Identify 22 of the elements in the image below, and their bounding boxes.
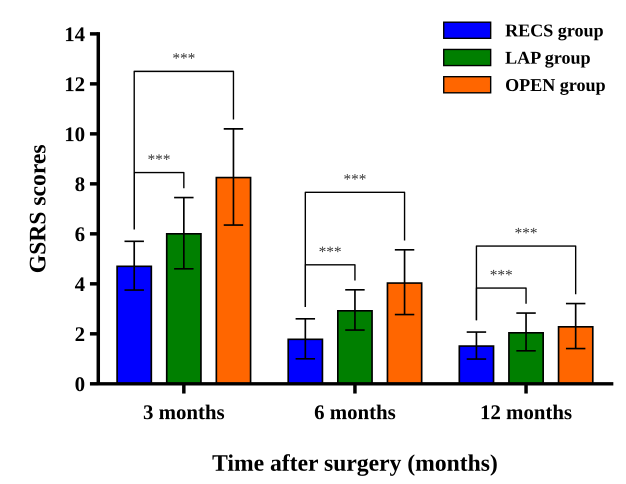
y-axis-title: GSRS scores xyxy=(30,145,46,272)
y-tick-label: 12 xyxy=(66,77,84,92)
y-tick-label: 0 xyxy=(75,377,84,392)
y-tick-label: 14 xyxy=(66,27,85,42)
y-tick-label: 10 xyxy=(66,127,84,142)
y-tick-label: 2 xyxy=(76,327,84,342)
x-axis-title: Time after surgery (months) xyxy=(212,454,497,476)
annotation: *** xyxy=(319,246,341,252)
y-tick-label: 4 xyxy=(74,277,85,292)
annotation: *** xyxy=(173,53,195,59)
y-tick-label: 6 xyxy=(75,227,84,242)
legend-label: RECS group xyxy=(505,24,603,40)
legend-label: OPEN group xyxy=(506,79,605,95)
annotation: *** xyxy=(515,228,537,234)
annotation: *** xyxy=(344,174,366,180)
y-tick-label: 8 xyxy=(75,177,84,192)
annotation: *** xyxy=(148,154,170,160)
x-tick-label: 3 months xyxy=(144,404,224,420)
annotation: *** xyxy=(490,270,512,276)
x-tick-label: 12 months xyxy=(482,404,572,420)
legend-label: LAP group xyxy=(505,52,590,68)
x-tick-label: 6 months xyxy=(314,404,396,420)
